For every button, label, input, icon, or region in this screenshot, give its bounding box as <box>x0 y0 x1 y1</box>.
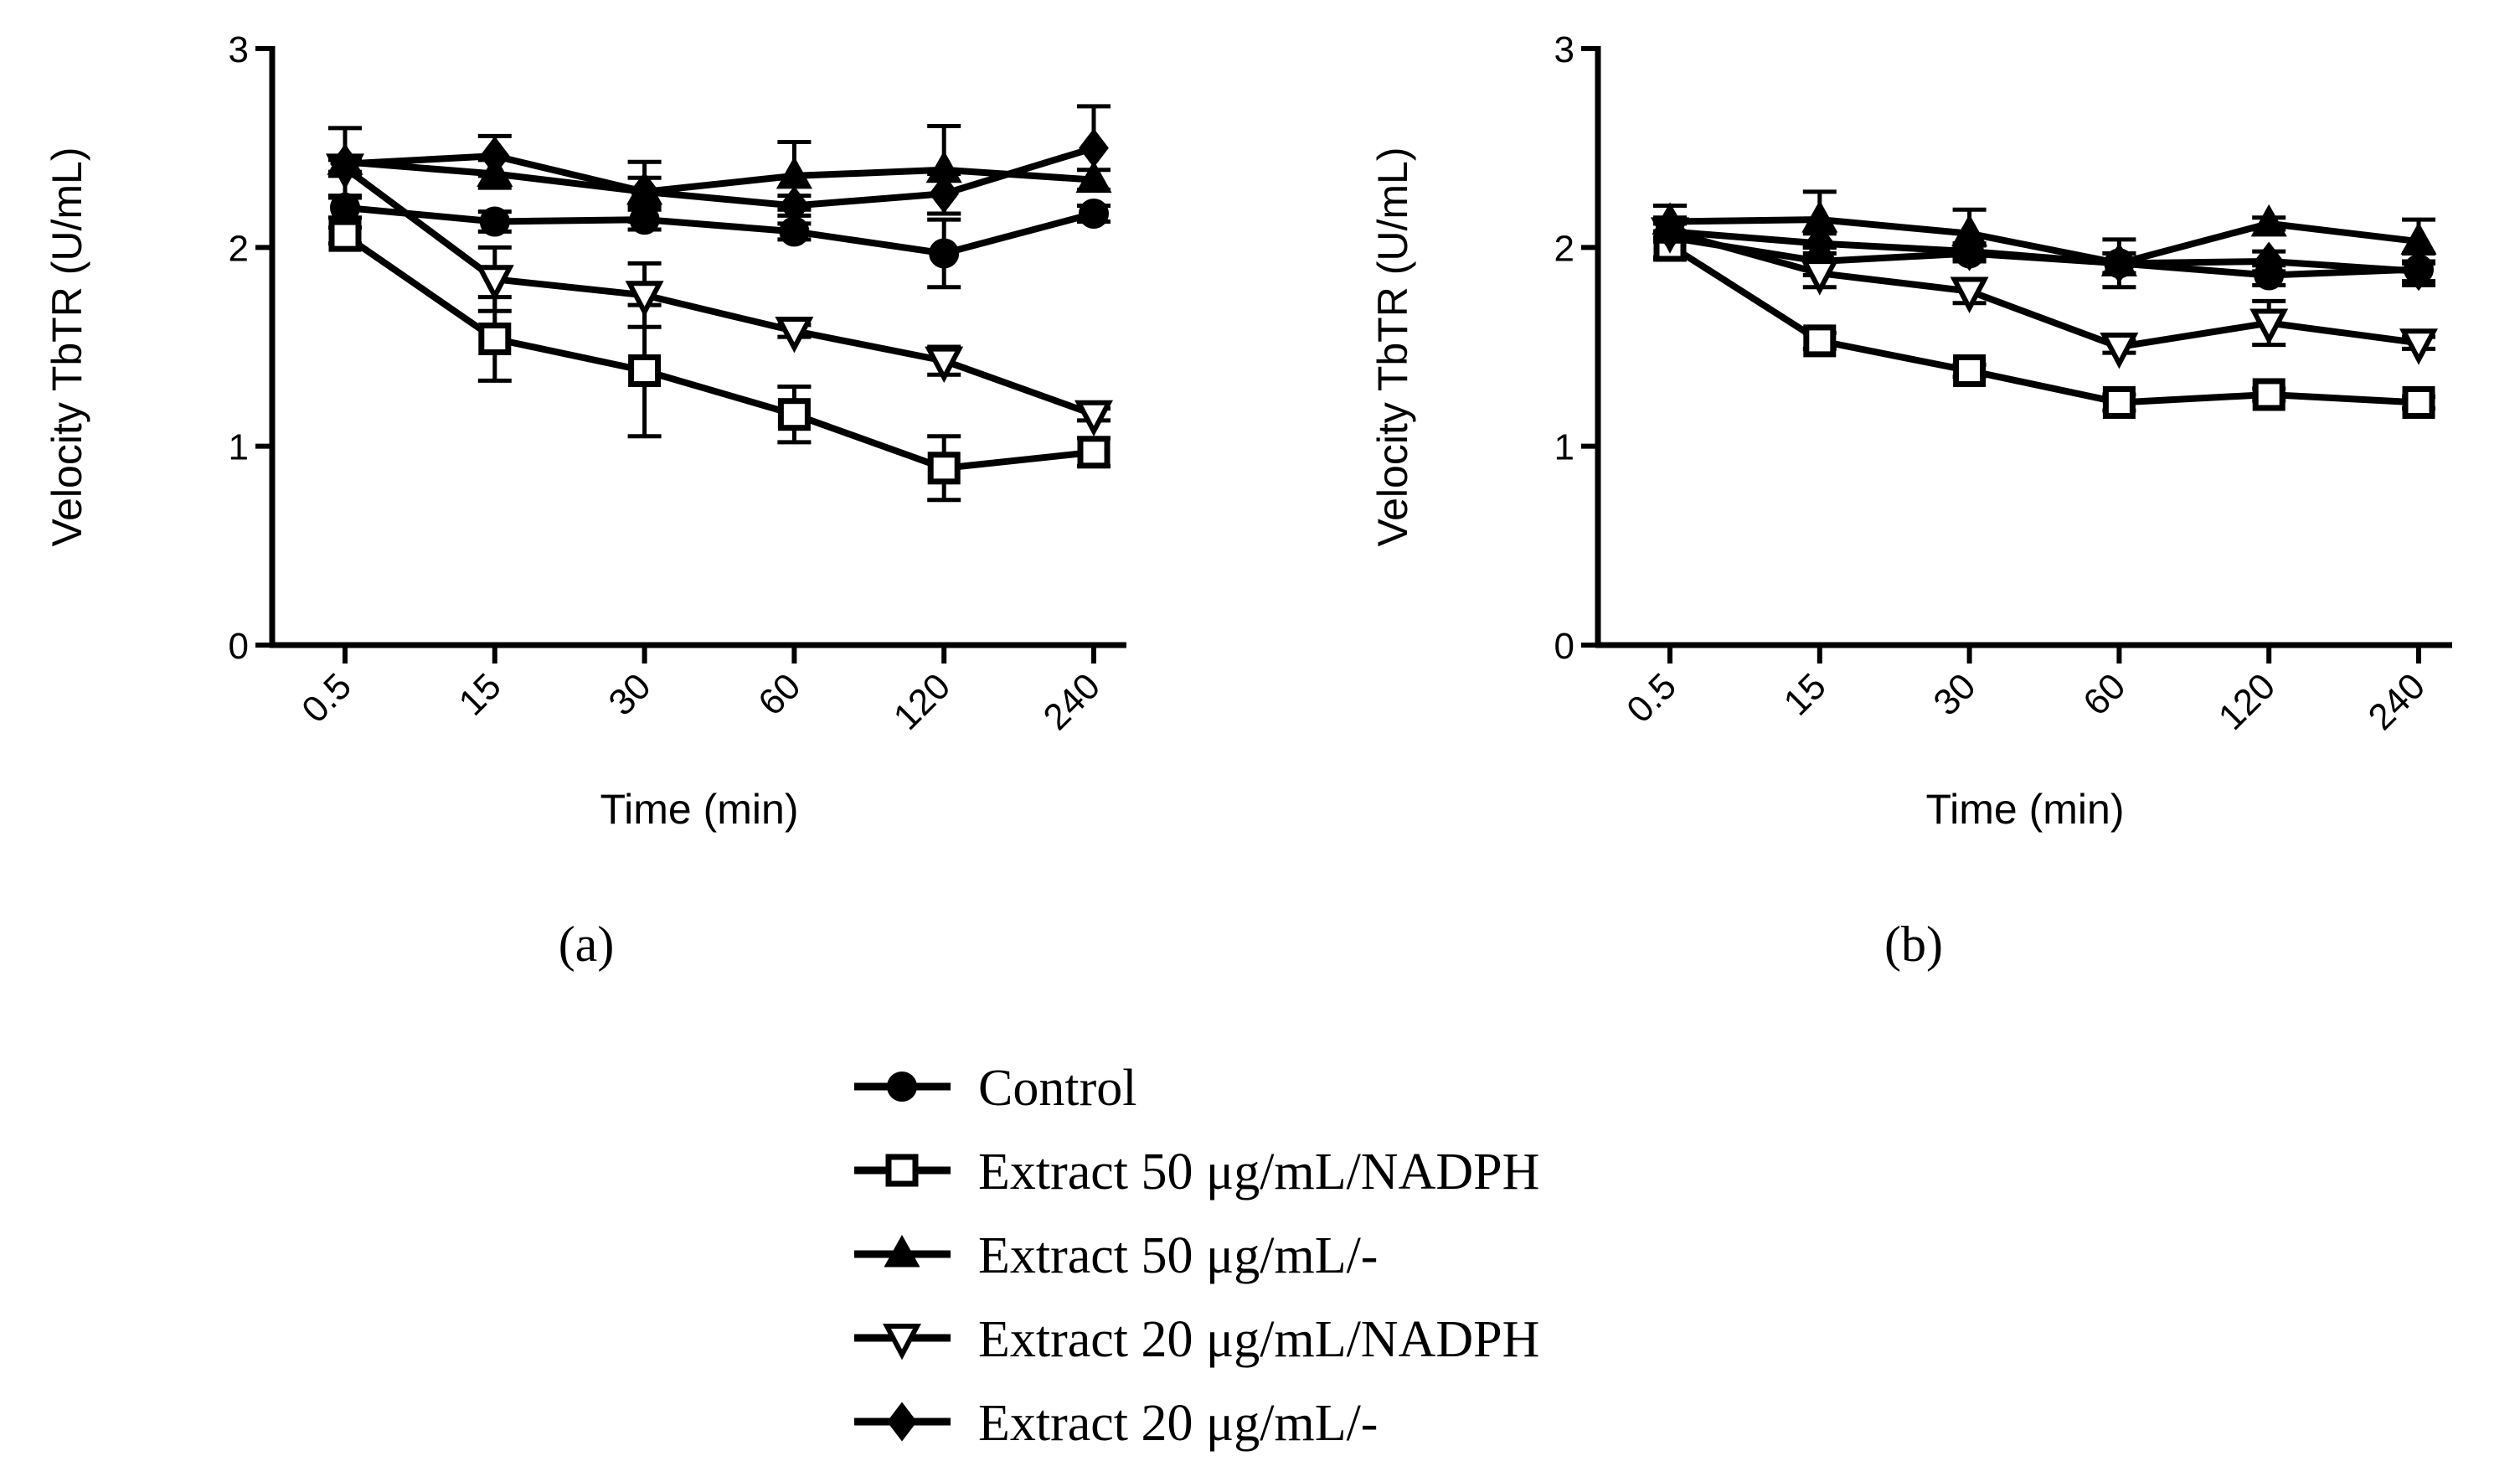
x-tick-label: 0.5 <box>1619 665 1684 731</box>
data-point <box>479 136 510 176</box>
data-point <box>2104 243 2135 283</box>
data-point <box>1950 276 1989 313</box>
x-tick-label: 60 <box>2075 665 2133 723</box>
legend-label: Extract 50 μg/mL/NADPH <box>978 1144 1539 1201</box>
x-tick-label: 30 <box>600 665 658 723</box>
data-point <box>927 452 961 485</box>
legend: Control Extract 50 μg/mL/NADPH Extract 50 … <box>854 1060 1539 1452</box>
chart-panel-a: 0 1 2 3 0.5 15 30 60 120 240 Time (min) Velocity Tb… <box>44 29 1126 833</box>
legend-item: Extract 50 μg/mL/NADPH <box>854 1144 1539 1201</box>
data-point <box>330 144 360 184</box>
x-tick-label: 240 <box>1036 665 1109 738</box>
y-tick-label: 1 <box>229 427 249 468</box>
data-point <box>1079 198 1109 229</box>
x-tick-label: 0.5 <box>294 665 359 731</box>
series-line <box>343 165 1095 418</box>
y-tick-label: 2 <box>229 228 249 269</box>
legend-item: Extract 50 μg/mL/- <box>854 1227 1378 1284</box>
data-point <box>1954 231 1985 271</box>
x-tick-label: 120 <box>886 665 959 738</box>
series-line <box>344 144 1095 209</box>
data-point <box>2399 328 2438 365</box>
data-point <box>328 219 362 252</box>
y-tick-label: 0 <box>1554 626 1574 667</box>
data-point <box>1804 224 1835 264</box>
y-axis-title: Velocity TbTR (U/mL) <box>44 147 90 547</box>
data-point <box>330 192 360 223</box>
data-point <box>628 354 662 387</box>
y-tick-label: 0 <box>229 626 249 667</box>
series-line <box>344 204 1095 257</box>
data-point <box>2102 385 2136 419</box>
y-axis-title: Velocity TbTR (U/mL) <box>1369 147 1416 547</box>
legend-label: Extract 20 μg/mL/- <box>978 1395 1378 1452</box>
series-line <box>344 158 1095 195</box>
panel-label-b: (b) <box>1884 917 1943 972</box>
legend-item: Extract 20 μg/mL/- <box>854 1395 1378 1452</box>
series-line <box>1669 216 2420 267</box>
data-point <box>625 281 664 318</box>
series-2 <box>328 219 1111 503</box>
x-tick-label: 240 <box>2361 665 2434 738</box>
data-point <box>775 317 814 354</box>
series-5 <box>328 104 1111 225</box>
chart-panel-b: 0 1 2 3 0.5 15 30 60 120 240 Time (min) Velocity Tb… <box>1369 29 2452 833</box>
series-line <box>1667 242 2420 406</box>
series-4 <box>326 153 1113 437</box>
legend-label: Control <box>978 1060 1136 1117</box>
data-point <box>479 206 510 237</box>
data-point <box>475 265 514 302</box>
x-axis-title: Time (min) <box>600 786 798 833</box>
y-tick-label: 1 <box>1554 427 1574 468</box>
legend-marker <box>887 1071 917 1102</box>
data-point <box>1077 436 1111 469</box>
data-point <box>2100 333 2139 369</box>
data-point <box>925 346 964 384</box>
x-tick-label: 15 <box>1776 665 1834 723</box>
data-point <box>2404 251 2434 292</box>
data-point <box>478 323 512 356</box>
data-point <box>779 186 810 225</box>
series-line <box>343 232 1095 472</box>
series-line <box>1668 228 2420 350</box>
data-point <box>1074 400 1113 437</box>
data-point <box>2252 378 2286 411</box>
data-point <box>1953 354 1987 387</box>
x-tick-label: 60 <box>750 665 808 723</box>
x-tick-label: 30 <box>1925 665 1983 723</box>
legend-label: Extract 20 μg/mL/NADPH <box>978 1311 1539 1368</box>
data-point <box>1079 128 1109 168</box>
legend-marker <box>883 1324 921 1361</box>
panel-label-a: (a) <box>559 917 615 972</box>
y-tick-label: 3 <box>1554 29 1574 70</box>
legend-marker <box>885 1154 919 1187</box>
data-point <box>1803 324 1837 358</box>
x-tick-label: 120 <box>2211 665 2284 738</box>
legend-marker <box>884 1234 920 1268</box>
x-tick-label: 15 <box>451 665 509 723</box>
x-axis-title: Time (min) <box>1925 786 2124 833</box>
series-5 <box>1653 211 2435 292</box>
data-point <box>629 172 660 212</box>
data-point <box>929 173 960 214</box>
y-tick-label: 3 <box>229 29 249 70</box>
y-tick-label: 2 <box>1554 228 1574 269</box>
series-line <box>1669 228 2420 275</box>
legend-label: Extract 50 μg/mL/- <box>978 1227 1378 1284</box>
data-point <box>777 398 811 431</box>
legend-item: Extract 20 μg/mL/NADPH <box>854 1311 1539 1368</box>
data-point <box>929 238 960 269</box>
data-point <box>2254 241 2285 281</box>
data-point <box>1655 211 1685 251</box>
data-point <box>2402 385 2435 419</box>
legend-item: Control <box>854 1060 1136 1117</box>
data-point <box>2250 204 2287 237</box>
data-point <box>2249 308 2289 345</box>
legend-marker <box>887 1402 917 1442</box>
